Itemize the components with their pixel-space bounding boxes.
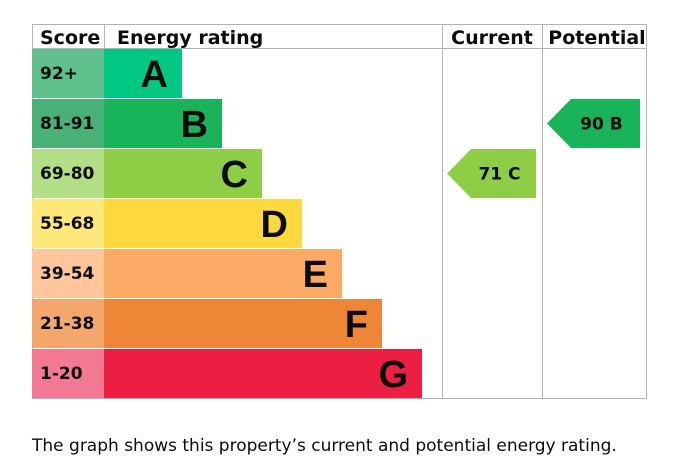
score-cell bbox=[32, 99, 104, 148]
score-label: 69-80 bbox=[40, 164, 95, 184]
score-label: 21-38 bbox=[40, 314, 94, 334]
potential-rating-label: 90 B bbox=[580, 115, 623, 135]
epc-chart: Score Energy rating Current Potential 92… bbox=[32, 24, 647, 399]
score-label: 81-91 bbox=[40, 114, 94, 134]
rating-indicators: 71 C 90 B bbox=[447, 99, 640, 198]
score-label: 92+ bbox=[40, 64, 78, 84]
band-bar bbox=[104, 149, 262, 198]
band-bar bbox=[104, 349, 422, 398]
band-f: 21-38 F bbox=[32, 299, 382, 348]
band-letter: G bbox=[378, 354, 408, 396]
band-bar bbox=[104, 99, 222, 148]
rating-bands: 92+ A 81-91 B 69-80 C 55-68 D 39-54 E 21-38 F 1-20 G bbox=[32, 49, 422, 398]
band-letter: A bbox=[141, 54, 168, 96]
band-letter: E bbox=[303, 254, 328, 296]
score-cell bbox=[32, 249, 104, 298]
header-energy-rating: Energy rating bbox=[117, 27, 263, 49]
band-letter: B bbox=[181, 104, 208, 146]
header-score: Score bbox=[40, 27, 100, 49]
header-current: Current bbox=[451, 27, 533, 49]
band-c: 69-80 C bbox=[32, 149, 262, 198]
chart-caption: The graph shows this property’s current … bbox=[32, 436, 617, 456]
current-rating-arrow bbox=[447, 149, 536, 198]
band-letter: D bbox=[261, 204, 288, 246]
band-b: 81-91 B bbox=[32, 99, 222, 148]
score-cell bbox=[32, 149, 104, 198]
score-label: 55-68 bbox=[40, 214, 94, 234]
band-d: 55-68 D bbox=[32, 199, 302, 248]
band-bar bbox=[104, 49, 182, 98]
band-g: 1-20 G bbox=[32, 349, 422, 398]
band-a: 92+ A bbox=[32, 49, 182, 98]
score-label: 39-54 bbox=[40, 264, 95, 284]
potential-rating: 90 B bbox=[547, 99, 640, 148]
band-letter: F bbox=[345, 304, 368, 346]
band-letter: C bbox=[221, 154, 248, 196]
band-bar bbox=[104, 199, 302, 248]
chart-headers: Score Energy rating Current Potential bbox=[40, 27, 646, 49]
score-cell bbox=[32, 299, 104, 348]
score-label: 1-20 bbox=[40, 364, 83, 384]
band-e: 39-54 E bbox=[32, 249, 342, 298]
current-rating: 71 C bbox=[447, 149, 536, 198]
current-rating-label: 71 C bbox=[478, 165, 520, 185]
score-cell bbox=[32, 49, 104, 98]
score-cell bbox=[32, 199, 104, 248]
score-cell bbox=[32, 349, 104, 398]
potential-rating-arrow bbox=[547, 99, 640, 148]
band-bar bbox=[104, 249, 342, 298]
header-potential: Potential bbox=[548, 27, 645, 49]
band-bar bbox=[104, 299, 382, 348]
